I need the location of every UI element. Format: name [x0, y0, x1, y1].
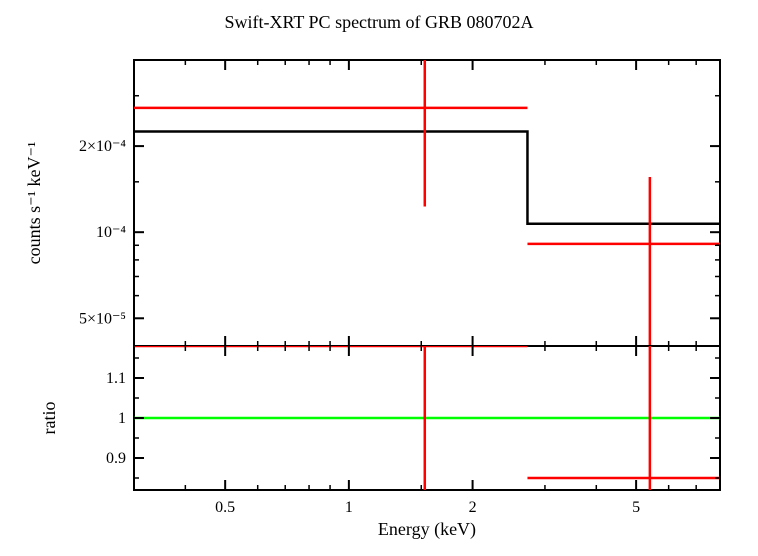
svg-text:0.9: 0.9 [106, 450, 126, 467]
svg-text:ratio: ratio [39, 402, 59, 435]
svg-text:10⁻⁴: 10⁻⁴ [96, 224, 126, 241]
svg-text:Energy (keV): Energy (keV) [378, 519, 476, 540]
spectrum-chart: Swift-XRT PC spectrum of GRB 080702A 5×10… [0, 0, 758, 556]
svg-text:1.1: 1.1 [106, 370, 126, 387]
svg-text:2×10⁻⁴: 2×10⁻⁴ [79, 138, 126, 155]
svg-text:1: 1 [118, 410, 126, 427]
svg-text:2: 2 [469, 499, 477, 516]
svg-text:0.5: 0.5 [215, 499, 235, 516]
svg-text:counts s⁻¹ keV⁻¹: counts s⁻¹ keV⁻¹ [24, 142, 44, 265]
svg-text:Swift-XRT PC spectrum of GRB 0: Swift-XRT PC spectrum of GRB 080702A [224, 12, 533, 32]
svg-text:5×10⁻⁵: 5×10⁻⁵ [79, 310, 126, 327]
svg-text:1: 1 [345, 499, 353, 516]
svg-text:5: 5 [632, 499, 640, 516]
